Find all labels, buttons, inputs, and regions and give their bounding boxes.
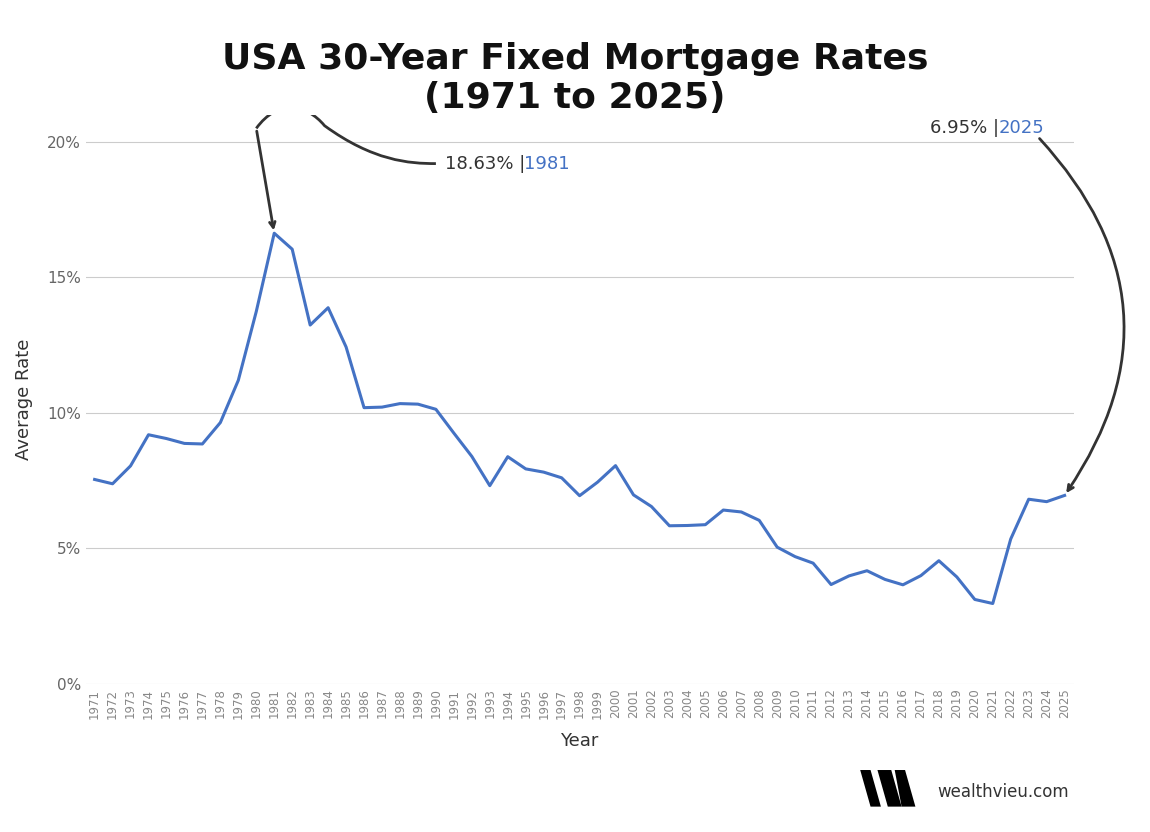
Text: 1981: 1981 bbox=[524, 155, 569, 172]
Y-axis label: Average Rate: Average Rate bbox=[15, 339, 33, 460]
Polygon shape bbox=[877, 770, 902, 807]
Text: 18.63% |: 18.63% | bbox=[445, 155, 531, 172]
Text: 2025: 2025 bbox=[998, 119, 1044, 137]
Text: USA 30-Year Fixed Mortgage Rates
(1971 to 2025): USA 30-Year Fixed Mortgage Rates (1971 t… bbox=[222, 42, 928, 115]
Polygon shape bbox=[860, 770, 881, 807]
Text: wealthvieu.com: wealthvieu.com bbox=[937, 783, 1068, 801]
Polygon shape bbox=[895, 770, 915, 807]
Text: 6.95% |: 6.95% | bbox=[930, 119, 1005, 137]
X-axis label: Year: Year bbox=[560, 732, 599, 750]
